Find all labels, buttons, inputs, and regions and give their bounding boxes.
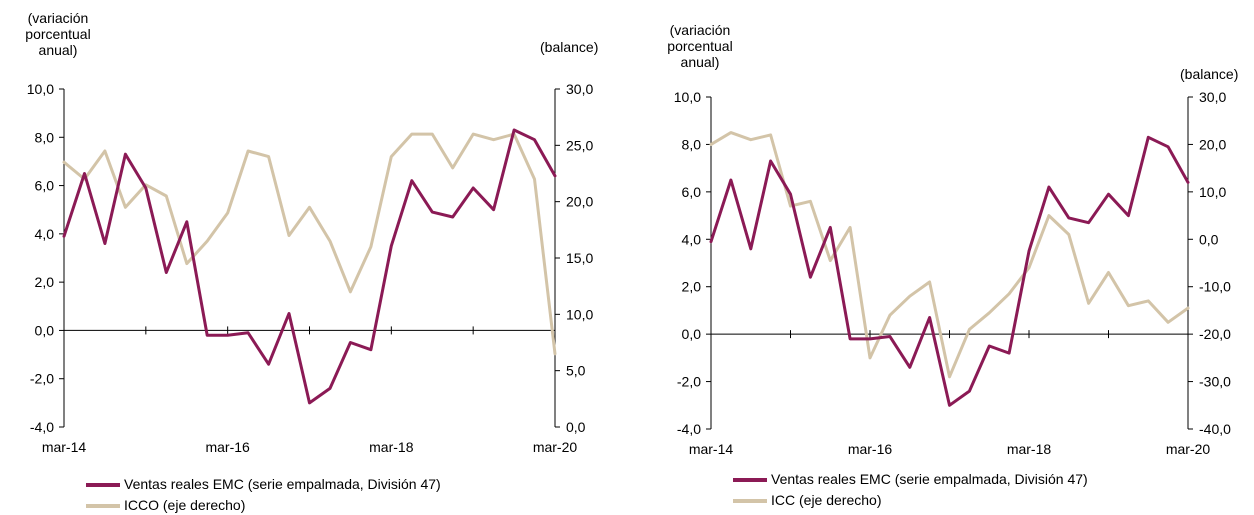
legend-swatch-series1 <box>733 478 767 482</box>
legend-item: Ventas reales EMC (serie empalmada, Divi… <box>86 476 566 494</box>
legend-label: Ventas reales EMC (serie empalmada, Divi… <box>124 476 441 492</box>
y-tick-label-right: 15,0 <box>566 250 593 266</box>
x-tick-label: mar-20 <box>533 439 578 455</box>
y-tick-label-left: 8,0 <box>682 136 702 152</box>
y-axis-left-label: (variación porcentual anual) <box>8 10 108 58</box>
x-tick-label: mar-18 <box>1007 441 1052 457</box>
y-tick-label-left: 10,0 <box>674 89 701 105</box>
y-axis-left-label-line: porcentual <box>667 38 733 54</box>
y-tick-label-left: 6,0 <box>682 184 702 200</box>
x-tick-label: mar-14 <box>689 441 734 457</box>
y-axis-right-label: (balance) <box>1180 66 1239 82</box>
y-tick-label-right: 5,0 <box>566 363 586 379</box>
series-line-confidence <box>62 132 557 356</box>
y-axis-left-label: (variación porcentual anual) <box>650 22 750 70</box>
legend-swatch-series2 <box>733 499 767 503</box>
y-tick-label-right: 20,0 <box>566 194 593 210</box>
legend-label: Ventas reales EMC (serie empalmada, Divi… <box>771 471 1088 487</box>
y-tick-label-right: -10,0 <box>1199 279 1231 295</box>
chart-panel-right: (variación porcentual anual) (balance) 1… <box>640 0 1254 515</box>
series-line-ventas <box>62 128 557 405</box>
y-tick-label-left: -2,0 <box>30 371 54 387</box>
y-tick-label-right: -30,0 <box>1199 374 1231 390</box>
y-tick-label-left: -4,0 <box>30 419 54 435</box>
y-axis-left-label-line: (variación <box>669 22 731 38</box>
y-tick-label-left: 2,0 <box>682 279 702 295</box>
chart-plot-right: 10,0 8,0 6,0 4,0 2,0 0,0 -2,0 -4,0 30,0 20,0 10,0 0… <box>674 89 1231 457</box>
series-line-confidence <box>709 131 1190 379</box>
x-tick-label: mar-16 <box>848 441 893 457</box>
y-tick-label-left: 0,0 <box>35 322 55 338</box>
y-tick-label-right: 25,0 <box>566 137 593 153</box>
y-tick-label-left: 2,0 <box>35 274 55 290</box>
y-axis-left-label-line: anual) <box>680 54 720 70</box>
y-tick-label-left: 8,0 <box>35 129 55 145</box>
series-line-ventas <box>709 135 1190 407</box>
y-tick-label-right: -40,0 <box>1199 421 1231 437</box>
legend-label: ICC (eje derecho) <box>771 492 882 508</box>
y-tick-label-right: 20,0 <box>1199 136 1226 152</box>
y-tick-label-left: 4,0 <box>682 231 702 247</box>
y-axis-left-label-line: porcentual <box>25 26 91 42</box>
y-tick-label-right: 0,0 <box>566 419 586 435</box>
y-tick-label-right: -20,0 <box>1199 326 1231 342</box>
x-tick-label: mar-18 <box>369 439 414 455</box>
legend-swatch-series1 <box>86 483 120 487</box>
y-tick-label-right: 30,0 <box>566 81 593 97</box>
y-tick-label-right: 10,0 <box>566 306 593 322</box>
y-tick-label-right: 10,0 <box>1199 184 1226 200</box>
legend-swatch-series2 <box>86 504 120 508</box>
y-axis-right-label: (balance) <box>540 39 599 55</box>
y-tick-label-left: -2,0 <box>677 374 701 390</box>
chart-plot-left: 10,0 8,0 6,0 4,0 2,0 0,0 -2,0 -4,0 30,0 25,0 20,0 1… <box>27 81 594 455</box>
legend-item: ICC (eje derecho) <box>733 492 1193 510</box>
y-tick-label-left: 0,0 <box>682 326 702 342</box>
legend-item: ICCO (eje derecho) <box>86 497 566 515</box>
y-axis-left-label-line: (variación <box>27 10 89 26</box>
x-tick-label: mar-14 <box>42 439 87 455</box>
y-tick-label-right: 30,0 <box>1199 89 1226 105</box>
x-tick-label: mar-20 <box>1166 441 1211 457</box>
y-tick-label-left: 10,0 <box>27 81 54 97</box>
chart-panel-left: (variación porcentual anual) (balance) 1… <box>0 0 620 515</box>
y-tick-label-left: 4,0 <box>35 226 55 242</box>
x-tick-label: mar-16 <box>205 439 250 455</box>
y-axis-left-label-line: anual) <box>38 42 78 58</box>
legend-label: ICCO (eje derecho) <box>124 497 246 513</box>
legend-item: Ventas reales EMC (serie empalmada, Divi… <box>733 471 1193 489</box>
y-tick-label-right: 0,0 <box>1199 231 1219 247</box>
y-tick-label-left: 6,0 <box>35 178 55 194</box>
y-tick-label-left: -4,0 <box>677 421 701 437</box>
